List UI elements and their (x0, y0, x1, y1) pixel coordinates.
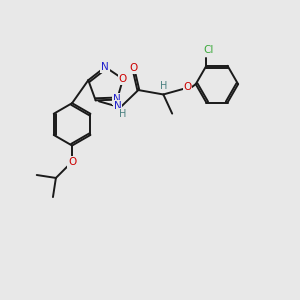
Text: O: O (68, 157, 76, 167)
Text: O: O (130, 63, 138, 73)
Text: H: H (119, 109, 127, 118)
Text: H: H (160, 81, 168, 91)
Text: O: O (119, 74, 127, 84)
Text: N: N (114, 101, 122, 111)
Text: Cl: Cl (203, 45, 214, 55)
Text: O: O (183, 82, 192, 92)
Text: N: N (113, 94, 121, 104)
Text: N: N (101, 62, 109, 72)
